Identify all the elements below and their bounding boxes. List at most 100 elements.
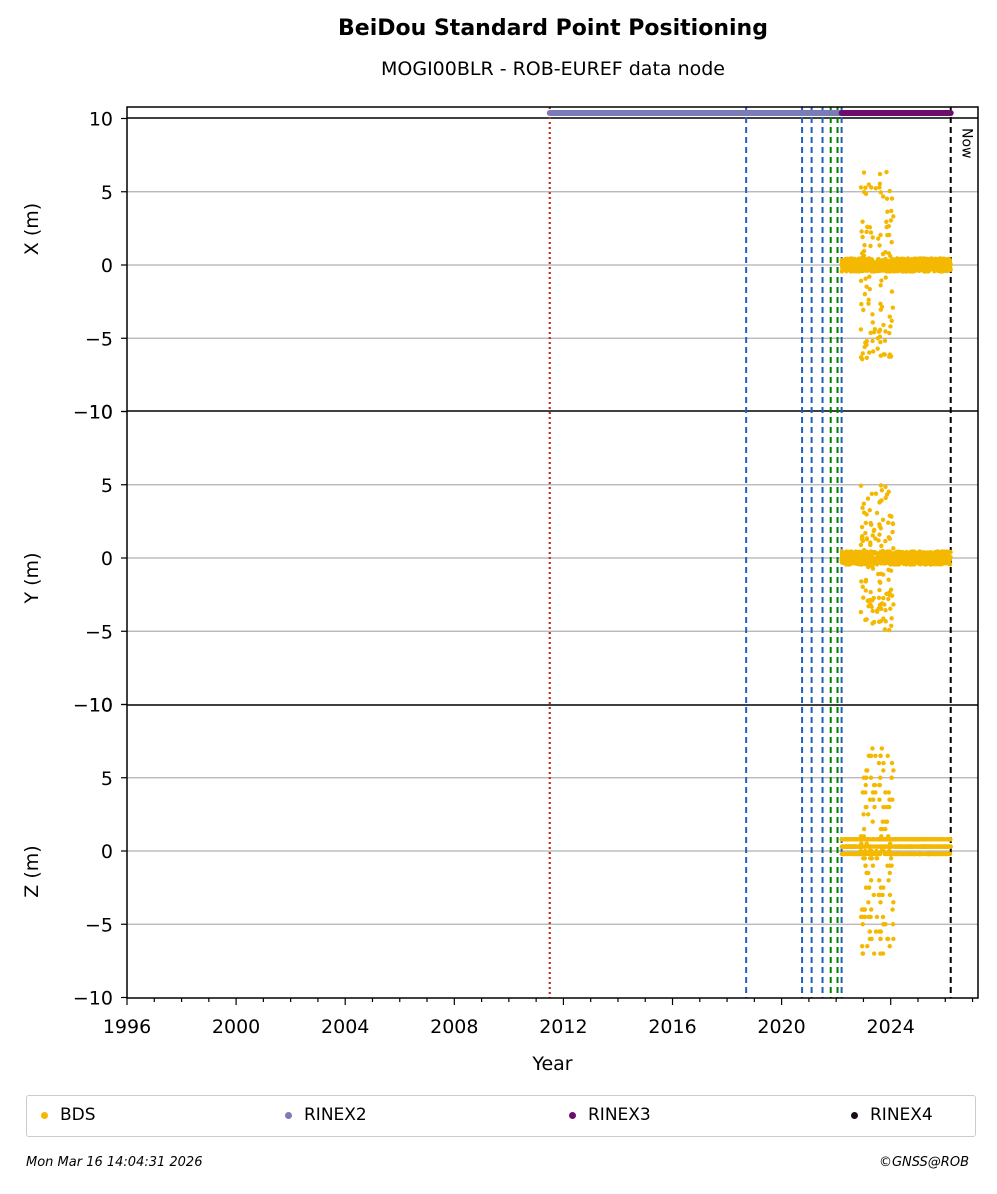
- bds-point-z: [886, 790, 892, 795]
- bds-point-y: [889, 623, 894, 628]
- bds-point-y: [876, 619, 882, 625]
- bds-point-y: [853, 549, 858, 554]
- bds-point-y: [891, 602, 896, 607]
- bds-point-z: [870, 851, 875, 857]
- bds-point-x: [868, 267, 873, 272]
- bds-point-z: [874, 856, 879, 861]
- bds-point-y: [860, 584, 865, 590]
- plot-frame: [126, 106, 979, 999]
- bds-point-x: [908, 269, 913, 274]
- bds-point-x: [870, 320, 875, 325]
- bds-point-z: [917, 844, 923, 849]
- bds-point-z: [868, 775, 874, 780]
- bds-point-y: [865, 550, 870, 555]
- bds-point-x: [865, 224, 870, 230]
- bds-point-x: [873, 186, 878, 191]
- bds-point-x: [878, 190, 884, 195]
- bds-point-x: [910, 264, 915, 269]
- bds-point-z: [941, 851, 946, 857]
- bds-point-z: [883, 826, 888, 832]
- bds-point-x: [868, 330, 873, 336]
- bds-point-y: [883, 484, 888, 490]
- bds-point-z: [866, 870, 871, 876]
- bds-point-z: [863, 863, 868, 868]
- bds-point-y: [938, 550, 943, 555]
- bds-point-x: [947, 257, 952, 263]
- bds-point-y: [878, 606, 883, 611]
- bds-point-z: [913, 851, 919, 857]
- bds-point-x: [913, 258, 919, 263]
- bds-point-y: [848, 561, 853, 567]
- y-tick-label: 0: [101, 548, 113, 570]
- bds-point-z: [839, 837, 844, 842]
- bds-point-z: [877, 929, 882, 934]
- bds-point-y: [870, 621, 875, 626]
- bds-point-x: [886, 232, 892, 238]
- bds-point-z: [888, 856, 894, 861]
- bds-point-z: [886, 878, 891, 883]
- bds-point-y: [903, 554, 909, 559]
- bds-point-y: [884, 591, 889, 597]
- bds-point-y: [859, 535, 865, 540]
- bds-point-z: [890, 907, 895, 912]
- bds-point-x: [862, 291, 868, 297]
- bds-point-x: [858, 185, 864, 190]
- bds-point-y: [878, 526, 884, 531]
- bds-point-z: [876, 760, 882, 766]
- bds-point-y: [863, 617, 868, 623]
- bds-point-y: [889, 560, 895, 565]
- bds-point-y: [876, 538, 881, 543]
- y-tick-label: 5: [101, 475, 113, 497]
- bds-point-x: [885, 209, 890, 214]
- bds-point-x: [877, 171, 883, 177]
- legend-label-bds: BDS: [60, 1105, 96, 1125]
- bds-point-y: [922, 560, 927, 565]
- bds-point-y: [859, 524, 865, 530]
- bds-point-z: [853, 837, 858, 842]
- bds-point-y: [869, 491, 875, 496]
- y-tick-label: 5: [101, 182, 113, 204]
- bds-point-y: [883, 556, 888, 562]
- bds-point-z: [924, 837, 929, 842]
- bds-point-z: [894, 851, 899, 857]
- bds-point-y: [917, 555, 923, 561]
- bds-point-z: [861, 834, 867, 839]
- bds-point-x: [861, 170, 867, 175]
- bds-point-x: [866, 297, 871, 302]
- bds-point-x: [860, 356, 865, 362]
- bds-point-y: [858, 554, 863, 559]
- legend-marker-bds: [41, 1111, 48, 1119]
- bds-point-z: [877, 878, 882, 883]
- bds-point-x: [884, 219, 889, 225]
- x-tick-label: 1996: [103, 1016, 151, 1038]
- bds-point-z: [883, 922, 888, 927]
- bds-point-z: [897, 844, 902, 849]
- bds-point-x: [906, 259, 912, 264]
- bds-point-x: [883, 329, 888, 334]
- legend-label-rinex3: RINEX3: [588, 1105, 651, 1125]
- bds-point-x: [865, 259, 871, 264]
- bds-point-x: [922, 260, 927, 265]
- bds-point-x: [846, 267, 852, 273]
- bds-point-x: [888, 354, 894, 359]
- bds-point-y: [889, 553, 895, 558]
- bds-point-y: [888, 587, 894, 592]
- bds-point-x: [890, 305, 896, 310]
- y-tick-label: −10: [73, 988, 113, 1010]
- bds-point-z: [865, 812, 871, 817]
- bds-point-z: [884, 819, 890, 824]
- bds-point-y: [942, 550, 947, 556]
- bds-point-z: [887, 870, 893, 876]
- bds-point-y: [926, 561, 931, 566]
- bds-point-y: [883, 619, 888, 624]
- bds-point-z: [893, 844, 898, 849]
- bds-point-y: [868, 540, 873, 545]
- x-tick-label: 2012: [539, 1016, 587, 1038]
- bds-point-z: [890, 922, 896, 927]
- bds-point-x: [861, 307, 866, 313]
- bds-point-x: [860, 259, 865, 264]
- bds-point-y: [887, 549, 893, 555]
- bds-point-z: [874, 848, 879, 854]
- bds-point-z: [867, 885, 872, 890]
- bds-point-y: [886, 577, 891, 582]
